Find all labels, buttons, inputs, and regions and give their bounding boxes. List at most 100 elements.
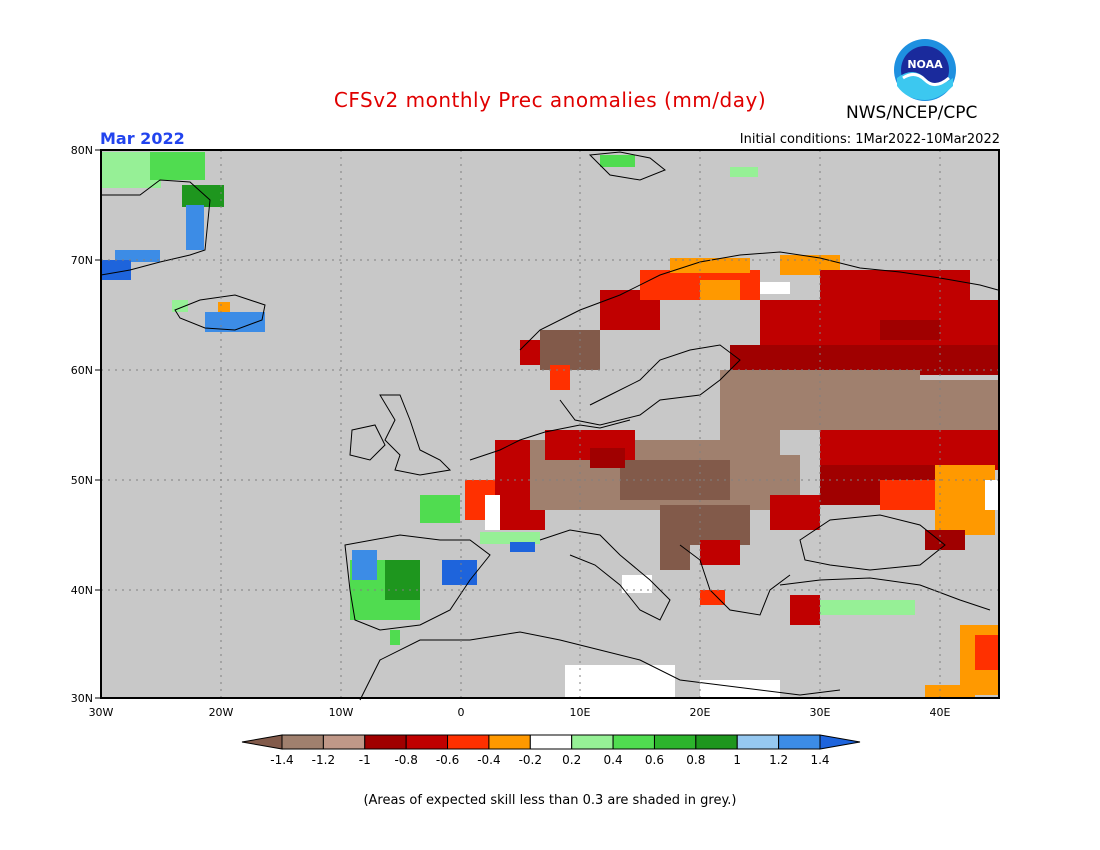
colorbar-swatch	[653, 734, 697, 750]
anomaly-cell	[205, 312, 265, 332]
lat-label: 40N	[71, 584, 93, 597]
colorbar-label: -1	[359, 753, 371, 767]
lat-ticks	[95, 149, 101, 699]
continent-coast	[469, 419, 631, 461]
anomaly-cell	[540, 330, 600, 370]
lon-labels: 30W 20W 10W 0 10E 20E 30E 40E	[89, 706, 951, 719]
italy-coast	[539, 529, 671, 621]
greenland-coast	[100, 179, 211, 276]
anomaly-cell	[485, 495, 500, 530]
colorbar-low-arrow	[241, 734, 283, 750]
colorbar-label: -0.4	[477, 753, 500, 767]
scandinavia-coast	[519, 251, 999, 351]
colorbar-swatch	[364, 734, 407, 750]
colorbar-swatch	[571, 734, 614, 750]
anomaly-cell	[760, 282, 790, 294]
colorbar-label: 0.6	[645, 753, 664, 767]
anomaly-cell	[520, 340, 540, 365]
anomaly-cell	[115, 250, 160, 262]
anomaly-cell	[600, 155, 635, 167]
anomaly-cell	[700, 590, 725, 605]
lon-label: 0	[458, 706, 465, 719]
anomaly-cell	[880, 320, 940, 340]
anomaly-cell	[480, 532, 540, 544]
lat-label: 60N	[71, 364, 93, 377]
colorbar-swatch	[695, 734, 738, 750]
colorbar-label: -0.8	[394, 753, 417, 767]
anomaly-cell	[565, 665, 675, 698]
anomaly-cell	[660, 535, 690, 570]
lon-label: 30E	[810, 706, 831, 719]
anomaly-cell	[182, 185, 224, 207]
ireland-coast	[349, 424, 386, 461]
anomaly-cell	[218, 302, 230, 312]
valid-month: Mar 2022	[100, 129, 185, 148]
anomaly-cell	[385, 560, 420, 600]
iceland-coast	[174, 294, 266, 331]
anomaly-cell	[550, 365, 570, 390]
grid-lines	[101, 150, 999, 698]
anomaly-cell	[172, 300, 188, 312]
anomaly-cell	[770, 495, 820, 530]
noaa-logo-icon: NOAA	[894, 39, 956, 101]
anomaly-cell	[880, 480, 940, 510]
lon-label: 30W	[89, 706, 114, 719]
anomaly-cell	[101, 260, 131, 280]
balkans-coast	[679, 544, 791, 616]
anomaly-cell	[700, 540, 740, 565]
iberia-coast	[344, 534, 491, 631]
anomaly-cell	[700, 680, 780, 698]
anomaly-cell	[780, 430, 820, 455]
colorbar-swatch	[736, 734, 780, 750]
lon-label: 20E	[690, 706, 711, 719]
colorbar-label: 1	[733, 753, 741, 767]
colorbar-high-arrow	[819, 734, 861, 750]
anomaly-cell	[925, 685, 975, 698]
colorbar-swatch	[612, 734, 655, 750]
colorbar-swatch	[322, 734, 366, 750]
anomaly-cell	[730, 167, 758, 177]
colorbar-label: 0.8	[686, 753, 705, 767]
footnote: (Areas of expected skill less than 0.3 a…	[363, 793, 737, 808]
black-sea-coast	[799, 514, 946, 571]
baltic-coast	[559, 344, 741, 426]
turkey-coast	[779, 577, 991, 611]
initial-conditions: Initial conditions: 1Mar2022-10Mar2022	[739, 132, 1000, 147]
coastlines	[100, 151, 999, 701]
anomaly-cell	[790, 595, 820, 625]
lon-label: 10E	[570, 706, 591, 719]
colorbar-label: 1.2	[769, 753, 788, 767]
africa-coast	[359, 631, 841, 701]
anomaly-cell	[820, 600, 915, 615]
colorbar-label: -0.2	[519, 753, 542, 767]
colorbar-label: -1.2	[312, 753, 335, 767]
colorbar-swatch	[405, 734, 449, 750]
lon-label: 40E	[930, 706, 951, 719]
lon-label: 10W	[329, 706, 354, 719]
anomaly-cell	[186, 205, 204, 250]
colorbar-swatch	[778, 734, 821, 750]
anomaly-cell	[352, 550, 377, 580]
anomaly-cell	[925, 530, 965, 550]
anomaly-cell	[590, 448, 625, 468]
colorbar-label: -1.4	[270, 753, 293, 767]
anomaly-cell	[150, 152, 205, 180]
agency-label: NWS/NCEP/CPC	[846, 103, 978, 123]
lat-labels: 80N 70N 60N 50N 40N 30N	[71, 144, 93, 705]
lat-label: 70N	[71, 254, 93, 267]
colorbar-label: -0.6	[436, 753, 459, 767]
anomaly-cell	[820, 270, 970, 305]
colorbar-label: 0.2	[562, 753, 581, 767]
anomaly-cell	[442, 560, 477, 585]
svalbard-coast	[588, 151, 666, 181]
anomaly-cell	[920, 380, 998, 430]
anomaly-cell	[700, 280, 740, 300]
anomaly-cell	[420, 495, 460, 523]
map-frame	[100, 149, 1000, 699]
colorbar-label: 0.4	[604, 753, 623, 767]
lat-label: 30N	[71, 692, 93, 705]
anomaly-cell	[510, 542, 535, 552]
colorbar-swatch	[447, 734, 490, 750]
anomaly-cell	[820, 430, 998, 470]
